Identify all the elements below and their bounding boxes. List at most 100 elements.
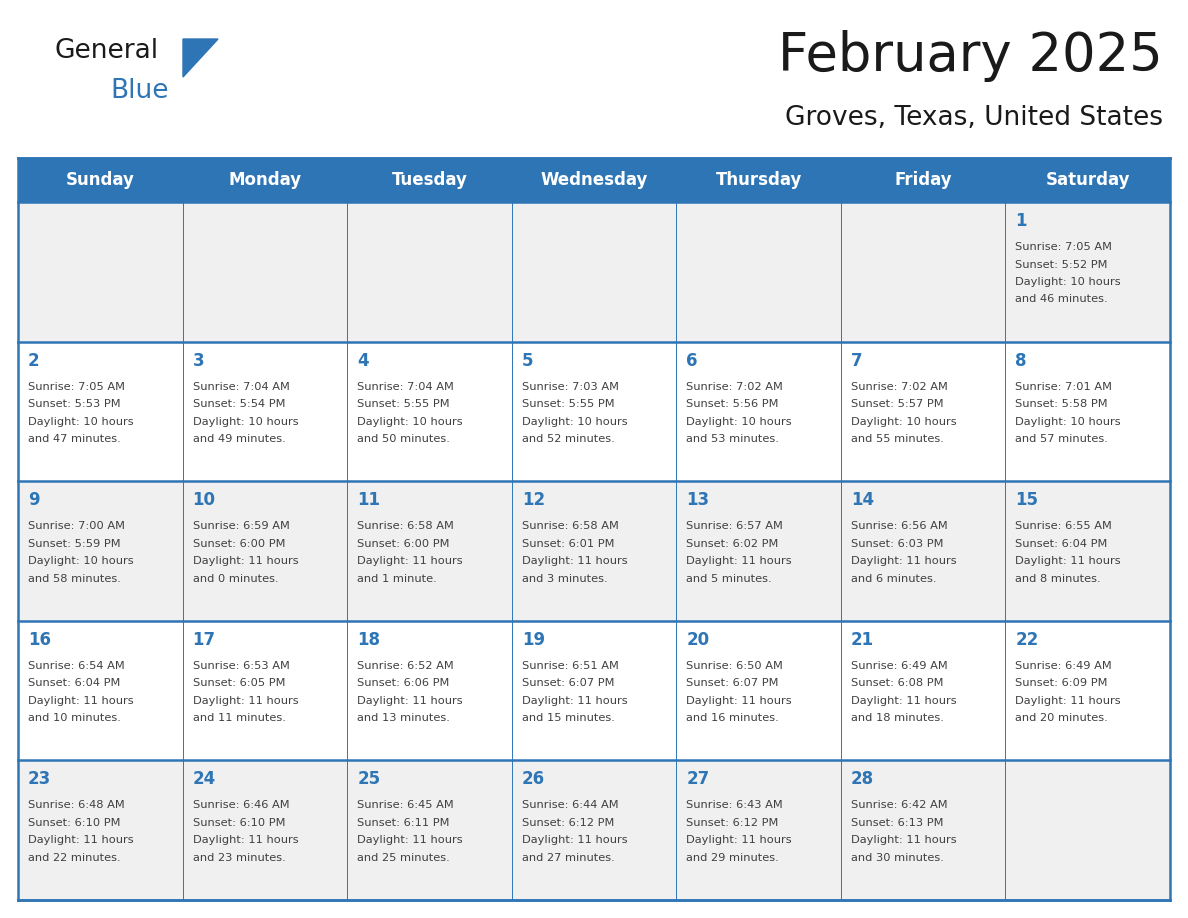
Text: Sunset: 6:06 PM: Sunset: 6:06 PM bbox=[358, 678, 449, 688]
Text: and 27 minutes.: and 27 minutes. bbox=[522, 853, 614, 863]
Text: Sunrise: 6:58 AM: Sunrise: 6:58 AM bbox=[522, 521, 619, 532]
Text: Sunrise: 7:00 AM: Sunrise: 7:00 AM bbox=[29, 521, 125, 532]
Text: Daylight: 10 hours: Daylight: 10 hours bbox=[851, 417, 956, 427]
Text: Blue: Blue bbox=[110, 78, 169, 104]
Text: and 46 minutes.: and 46 minutes. bbox=[1016, 295, 1108, 305]
Text: and 15 minutes.: and 15 minutes. bbox=[522, 713, 614, 723]
Text: and 53 minutes.: and 53 minutes. bbox=[687, 434, 779, 444]
Text: Sunset: 6:09 PM: Sunset: 6:09 PM bbox=[1016, 678, 1108, 688]
Text: and 57 minutes.: and 57 minutes. bbox=[1016, 434, 1108, 444]
Text: Groves, Texas, United States: Groves, Texas, United States bbox=[785, 105, 1163, 131]
Polygon shape bbox=[183, 39, 219, 77]
Bar bbox=[18, 760, 1170, 900]
Text: Sunrise: 6:48 AM: Sunrise: 6:48 AM bbox=[29, 800, 125, 811]
Text: Daylight: 11 hours: Daylight: 11 hours bbox=[192, 556, 298, 566]
Text: Sunset: 6:00 PM: Sunset: 6:00 PM bbox=[358, 539, 449, 549]
Text: Sunset: 6:03 PM: Sunset: 6:03 PM bbox=[851, 539, 943, 549]
Bar bbox=[18, 202, 1170, 341]
Text: and 29 minutes.: and 29 minutes. bbox=[687, 853, 779, 863]
Text: Sunrise: 7:02 AM: Sunrise: 7:02 AM bbox=[687, 382, 783, 392]
Text: Sunset: 6:02 PM: Sunset: 6:02 PM bbox=[687, 539, 778, 549]
Text: and 22 minutes.: and 22 minutes. bbox=[29, 853, 121, 863]
Text: 14: 14 bbox=[851, 491, 874, 509]
Text: Sunrise: 6:56 AM: Sunrise: 6:56 AM bbox=[851, 521, 948, 532]
Text: Sunrise: 6:51 AM: Sunrise: 6:51 AM bbox=[522, 661, 619, 671]
Text: 24: 24 bbox=[192, 770, 216, 789]
Text: 27: 27 bbox=[687, 770, 709, 789]
Text: Monday: Monday bbox=[228, 171, 302, 189]
Text: Daylight: 11 hours: Daylight: 11 hours bbox=[522, 556, 627, 566]
Text: Daylight: 11 hours: Daylight: 11 hours bbox=[851, 556, 956, 566]
Text: Daylight: 11 hours: Daylight: 11 hours bbox=[358, 696, 463, 706]
Text: Sunrise: 7:05 AM: Sunrise: 7:05 AM bbox=[29, 382, 125, 392]
Text: and 30 minutes.: and 30 minutes. bbox=[851, 853, 943, 863]
Text: Sunrise: 6:53 AM: Sunrise: 6:53 AM bbox=[192, 661, 290, 671]
Text: 28: 28 bbox=[851, 770, 874, 789]
Text: Daylight: 11 hours: Daylight: 11 hours bbox=[851, 696, 956, 706]
Text: Sunrise: 6:59 AM: Sunrise: 6:59 AM bbox=[192, 521, 290, 532]
Text: Sunrise: 7:03 AM: Sunrise: 7:03 AM bbox=[522, 382, 619, 392]
Text: and 1 minute.: and 1 minute. bbox=[358, 574, 437, 584]
Text: 15: 15 bbox=[1016, 491, 1038, 509]
Text: Sunrise: 7:02 AM: Sunrise: 7:02 AM bbox=[851, 382, 948, 392]
Text: Sunset: 5:57 PM: Sunset: 5:57 PM bbox=[851, 399, 943, 409]
Text: and 6 minutes.: and 6 minutes. bbox=[851, 574, 936, 584]
Text: Daylight: 11 hours: Daylight: 11 hours bbox=[29, 696, 133, 706]
Text: and 52 minutes.: and 52 minutes. bbox=[522, 434, 614, 444]
Text: Daylight: 10 hours: Daylight: 10 hours bbox=[358, 417, 463, 427]
Text: 6: 6 bbox=[687, 352, 697, 370]
Text: Daylight: 10 hours: Daylight: 10 hours bbox=[192, 417, 298, 427]
Text: Daylight: 10 hours: Daylight: 10 hours bbox=[29, 417, 133, 427]
Text: Daylight: 11 hours: Daylight: 11 hours bbox=[1016, 556, 1121, 566]
Text: 16: 16 bbox=[29, 631, 51, 649]
Text: Sunset: 6:10 PM: Sunset: 6:10 PM bbox=[192, 818, 285, 828]
Text: Daylight: 10 hours: Daylight: 10 hours bbox=[522, 417, 627, 427]
Text: 21: 21 bbox=[851, 631, 874, 649]
Text: Sunrise: 6:46 AM: Sunrise: 6:46 AM bbox=[192, 800, 289, 811]
Text: 7: 7 bbox=[851, 352, 862, 370]
Text: Wednesday: Wednesday bbox=[541, 171, 647, 189]
Text: Sunset: 6:11 PM: Sunset: 6:11 PM bbox=[358, 818, 449, 828]
Text: Daylight: 11 hours: Daylight: 11 hours bbox=[687, 556, 792, 566]
Text: 10: 10 bbox=[192, 491, 215, 509]
Text: Sunrise: 6:45 AM: Sunrise: 6:45 AM bbox=[358, 800, 454, 811]
Text: 17: 17 bbox=[192, 631, 216, 649]
Text: and 50 minutes.: and 50 minutes. bbox=[358, 434, 450, 444]
Text: Daylight: 11 hours: Daylight: 11 hours bbox=[851, 835, 956, 845]
Text: 9: 9 bbox=[29, 491, 39, 509]
Text: 25: 25 bbox=[358, 770, 380, 789]
Text: and 3 minutes.: and 3 minutes. bbox=[522, 574, 607, 584]
Text: Daylight: 11 hours: Daylight: 11 hours bbox=[522, 696, 627, 706]
Text: Sunset: 6:07 PM: Sunset: 6:07 PM bbox=[522, 678, 614, 688]
Text: and 0 minutes.: and 0 minutes. bbox=[192, 574, 278, 584]
Text: Sunrise: 6:50 AM: Sunrise: 6:50 AM bbox=[687, 661, 783, 671]
Text: Daylight: 11 hours: Daylight: 11 hours bbox=[687, 835, 792, 845]
Text: Sunset: 6:04 PM: Sunset: 6:04 PM bbox=[1016, 539, 1107, 549]
Text: 19: 19 bbox=[522, 631, 545, 649]
Text: Saturday: Saturday bbox=[1045, 171, 1130, 189]
Text: Sunset: 5:53 PM: Sunset: 5:53 PM bbox=[29, 399, 121, 409]
Text: and 20 minutes.: and 20 minutes. bbox=[1016, 713, 1108, 723]
Text: Sunrise: 6:49 AM: Sunrise: 6:49 AM bbox=[1016, 661, 1112, 671]
Text: 4: 4 bbox=[358, 352, 368, 370]
Text: 11: 11 bbox=[358, 491, 380, 509]
Text: February 2025: February 2025 bbox=[778, 30, 1163, 82]
Text: 8: 8 bbox=[1016, 352, 1026, 370]
Text: Daylight: 10 hours: Daylight: 10 hours bbox=[687, 417, 792, 427]
Text: Daylight: 11 hours: Daylight: 11 hours bbox=[687, 696, 792, 706]
Text: Sunset: 6:05 PM: Sunset: 6:05 PM bbox=[192, 678, 285, 688]
Text: Sunset: 6:12 PM: Sunset: 6:12 PM bbox=[522, 818, 614, 828]
Text: Tuesday: Tuesday bbox=[392, 171, 467, 189]
Text: Daylight: 10 hours: Daylight: 10 hours bbox=[1016, 277, 1121, 287]
Text: Daylight: 11 hours: Daylight: 11 hours bbox=[192, 835, 298, 845]
Text: and 10 minutes.: and 10 minutes. bbox=[29, 713, 121, 723]
Text: 26: 26 bbox=[522, 770, 545, 789]
Text: Sunrise: 6:43 AM: Sunrise: 6:43 AM bbox=[687, 800, 783, 811]
Text: Sunrise: 6:49 AM: Sunrise: 6:49 AM bbox=[851, 661, 948, 671]
Text: and 8 minutes.: and 8 minutes. bbox=[1016, 574, 1101, 584]
Text: Sunset: 5:58 PM: Sunset: 5:58 PM bbox=[1016, 399, 1108, 409]
Text: 18: 18 bbox=[358, 631, 380, 649]
Text: 12: 12 bbox=[522, 491, 545, 509]
Bar bbox=[18, 158, 1170, 202]
Text: Sunrise: 6:52 AM: Sunrise: 6:52 AM bbox=[358, 661, 454, 671]
